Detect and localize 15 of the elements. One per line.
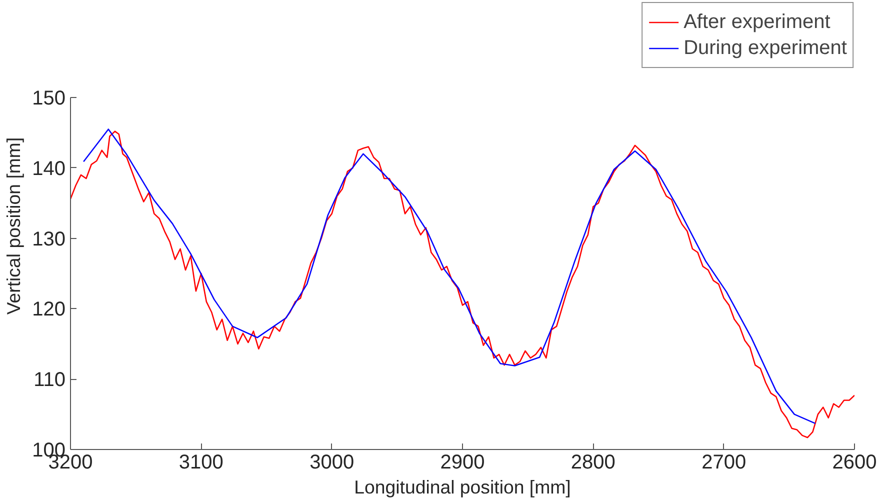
x-tick-label: 2600 <box>832 452 877 474</box>
x-tick-label: 3100 <box>178 452 224 474</box>
y-tick-label: 120 <box>32 298 66 321</box>
x-tick-label: 2700 <box>702 452 746 474</box>
y-axis-title: Vertical position [mm] <box>3 137 24 315</box>
x-tick-label: 2800 <box>570 452 616 474</box>
y-tick-label: 110 <box>34 369 66 392</box>
x-axis-title: Longitudinal position [mm] <box>354 476 571 498</box>
legend-label: During experiment <box>684 36 847 60</box>
y-tick-label: 130 <box>32 228 66 250</box>
y-tick-label: 150 <box>32 88 66 110</box>
legend-label: After experiment <box>684 10 830 34</box>
x-tick-label: 3000 <box>310 452 354 474</box>
x-tick-label: 2900 <box>440 452 485 474</box>
y-tick-label: 140 <box>32 158 66 180</box>
